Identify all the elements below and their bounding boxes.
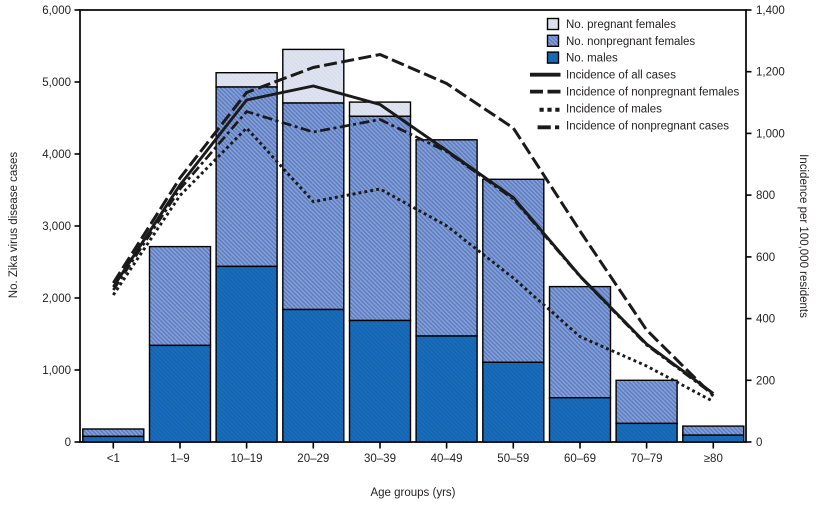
svg-text:1,000: 1,000 (756, 128, 785, 140)
svg-text:No. Zika virus disease cases: No. Zika virus disease cases (8, 152, 20, 299)
svg-text:70–79: 70–79 (631, 453, 663, 465)
svg-text:1,400: 1,400 (756, 5, 785, 17)
svg-text:No. males: No. males (566, 53, 618, 65)
svg-text:4,000: 4,000 (42, 149, 71, 161)
svg-text:40–49: 40–49 (431, 453, 463, 465)
svg-text:Incidence of nonpregnant cases: Incidence of nonpregnant cases (566, 120, 729, 132)
svg-text:<1: <1 (107, 453, 120, 465)
svg-text:3,000: 3,000 (42, 221, 71, 233)
svg-text:Incidence per 100,000 resident: Incidence per 100,000 residents (797, 154, 809, 318)
svg-text:0: 0 (65, 437, 71, 449)
svg-text:1,000: 1,000 (42, 365, 71, 377)
svg-text:≥80: ≥80 (704, 453, 723, 465)
svg-text:800: 800 (756, 190, 775, 202)
svg-text:No. pregnant females: No. pregnant females (566, 19, 676, 31)
svg-text:0: 0 (756, 437, 762, 449)
svg-text:2,000: 2,000 (42, 293, 71, 305)
svg-text:10–19: 10–19 (231, 453, 263, 465)
svg-text:5,000: 5,000 (42, 77, 71, 89)
svg-text:1,200: 1,200 (756, 67, 785, 79)
svg-text:60–69: 60–69 (564, 453, 596, 465)
svg-text:Age groups (yrs): Age groups (yrs) (370, 487, 455, 499)
svg-text:400: 400 (756, 314, 775, 326)
svg-text:20–29: 20–29 (297, 453, 329, 465)
svg-text:Incidence of all cases: Incidence of all cases (566, 70, 676, 82)
svg-text:200: 200 (756, 375, 775, 387)
svg-text:1–9: 1–9 (170, 453, 189, 465)
svg-text:Incidence of nonpregnant femal: Incidence of nonpregnant females (566, 87, 740, 99)
svg-text:600: 600 (756, 252, 775, 264)
svg-text:30–39: 30–39 (364, 453, 396, 465)
svg-text:Incidence of males: Incidence of males (566, 103, 662, 115)
svg-text:6,000: 6,000 (42, 5, 71, 17)
svg-text:No. nonpregnant females: No. nonpregnant females (566, 36, 695, 48)
svg-text:50–59: 50–59 (497, 453, 529, 465)
